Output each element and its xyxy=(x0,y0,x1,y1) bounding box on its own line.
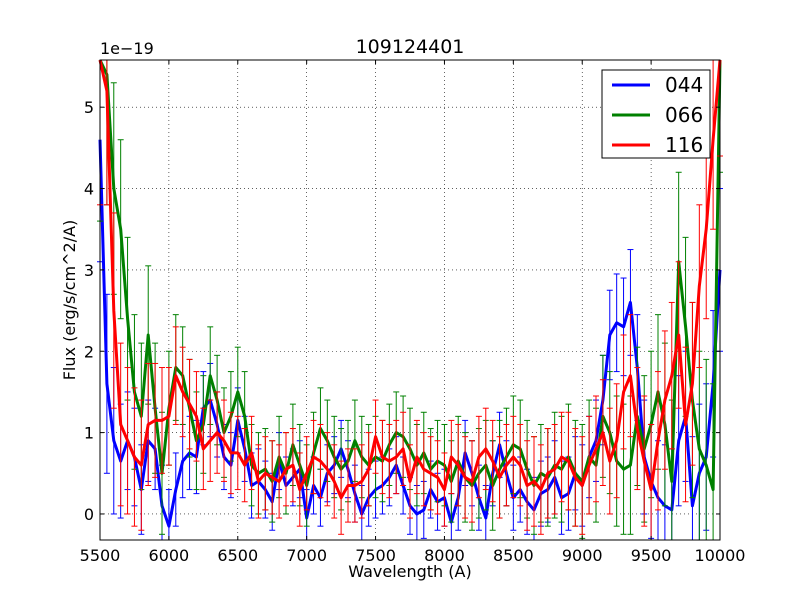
y-tick-label: 5 xyxy=(84,98,94,117)
x-tick-label: 9500 xyxy=(631,546,672,565)
legend-label-116: 116 xyxy=(665,133,703,157)
series-layer xyxy=(97,59,723,540)
x-tick-label: 5500 xyxy=(80,546,121,565)
series-line-116 xyxy=(98,59,722,500)
x-tick-label: 7500 xyxy=(355,546,396,565)
x-tick-label: 10000 xyxy=(695,546,746,565)
x-tick-label: 9000 xyxy=(562,546,603,565)
y-tick-label: 3 xyxy=(84,261,94,280)
series-116 xyxy=(97,59,723,540)
y-scale-offset-label: 1e−19 xyxy=(100,39,154,58)
y-tick-label: 0 xyxy=(84,505,94,524)
legend-label-066: 066 xyxy=(665,103,703,127)
x-tick-label: 8500 xyxy=(493,546,534,565)
y-tick-label: 4 xyxy=(84,180,94,199)
y-axis-label: Flux (erg/s/cm^2/A) xyxy=(60,220,79,381)
legend: 044 066 116 xyxy=(601,69,711,159)
y-tick-label: 1 xyxy=(84,424,94,443)
chart-title: 109124401 xyxy=(356,36,465,58)
x-tick-label: 7000 xyxy=(286,546,327,565)
x-tick-label: 8000 xyxy=(424,546,465,565)
legend-label-044: 044 xyxy=(665,73,703,97)
x-tick-label: 6000 xyxy=(149,546,190,565)
y-tick-label: 2 xyxy=(84,342,94,361)
x-tick-label: 6500 xyxy=(217,546,258,565)
x-axis-label: Wavelength (A) xyxy=(348,562,471,581)
tick-layer: 5500 6000 6500 7000 7500 8000 8500 9000 9500 1000… xyxy=(80,60,746,565)
plot-frame xyxy=(99,59,721,541)
